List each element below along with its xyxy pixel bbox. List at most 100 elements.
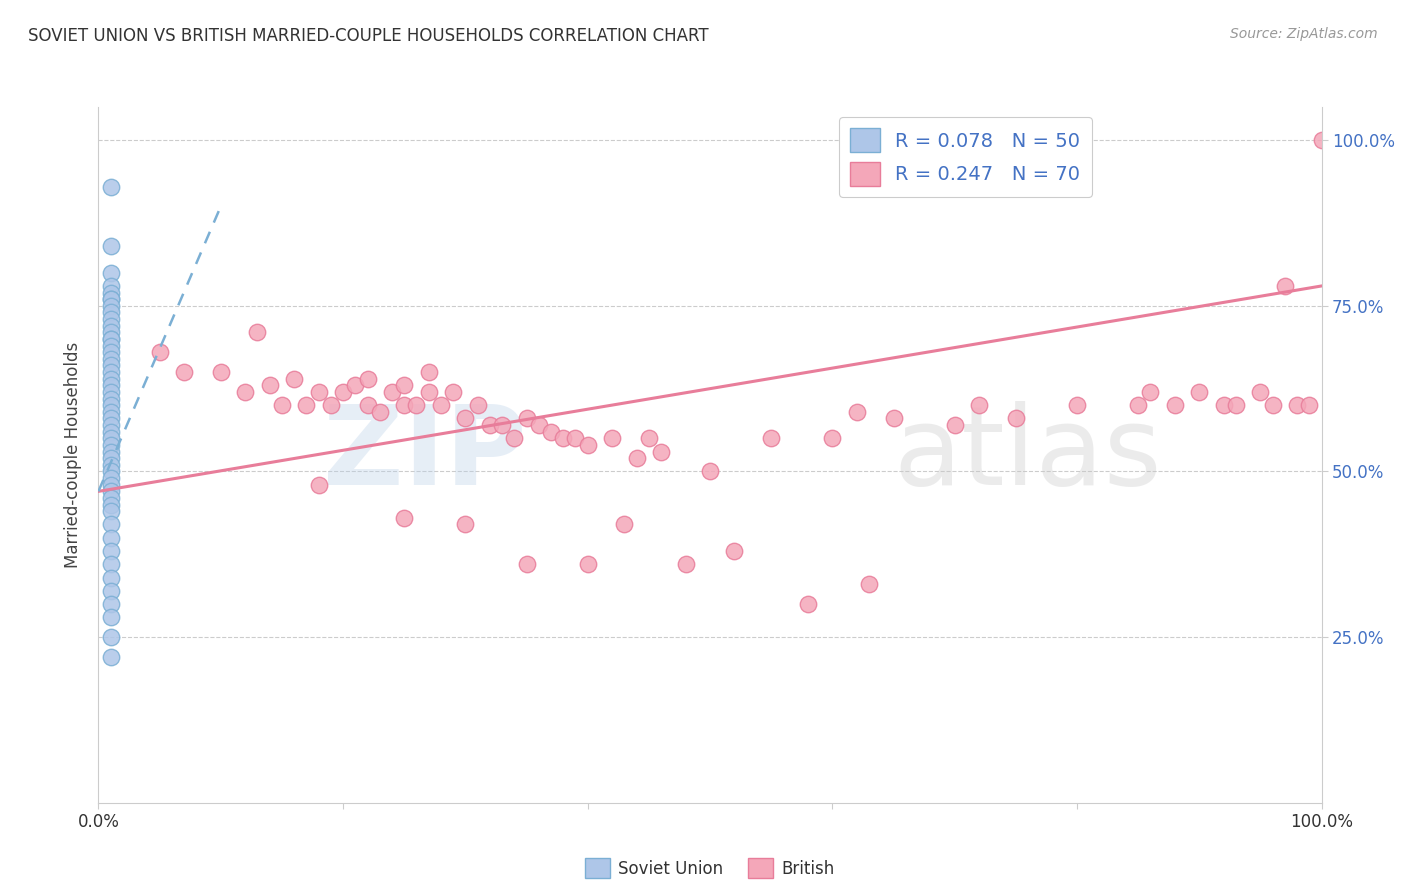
Point [883,411,905,425]
Point [319,398,342,412]
Point [527,418,550,433]
Point [626,451,648,466]
Point [540,425,562,439]
Point [100,597,122,611]
Point [173,365,195,379]
Point [454,517,477,532]
Point [564,431,586,445]
Point [100,431,122,445]
Point [295,398,318,412]
Point [100,318,122,333]
Point [100,405,122,419]
Point [100,239,122,253]
Point [100,326,122,340]
Point [100,378,122,392]
Point [761,431,783,445]
Point [100,570,122,584]
Text: ZIP: ZIP [323,401,526,508]
Point [1212,398,1234,412]
Point [100,384,122,399]
Point [553,431,575,445]
Point [418,365,440,379]
Point [503,431,526,445]
Point [356,398,378,412]
Point [100,444,122,458]
Point [332,384,354,399]
Point [100,484,122,499]
Point [100,359,122,373]
Point [100,266,122,280]
Point [100,531,122,545]
Point [576,438,599,452]
Point [381,384,404,399]
Point [699,465,721,479]
Point [100,345,122,359]
Point [100,351,122,366]
Point [1164,398,1187,412]
Point [233,384,256,399]
Point [1188,384,1211,399]
Text: Source: ZipAtlas.com: Source: ZipAtlas.com [1230,27,1378,41]
Point [100,610,122,624]
Point [967,398,990,412]
Point [100,458,122,472]
Point [308,384,330,399]
Point [600,431,623,445]
Point [100,299,122,313]
Point [858,577,880,591]
Point [100,465,122,479]
Point [515,558,537,572]
Point [246,326,269,340]
Point [100,438,122,452]
Text: atlas: atlas [894,401,1161,508]
Point [270,398,294,412]
Point [454,411,477,425]
Point [368,405,391,419]
Point [100,477,122,491]
Point [100,471,122,485]
Point [259,378,281,392]
Point [344,378,367,392]
Point [100,583,122,598]
Point [1286,398,1309,412]
Point [100,292,122,306]
Point [675,558,697,572]
Point [100,332,122,346]
Point [392,398,416,412]
Point [100,332,122,346]
Point [515,411,537,425]
Text: SOVIET UNION VS BRITISH MARRIED-COUPLE HOUSEHOLDS CORRELATION CHART: SOVIET UNION VS BRITISH MARRIED-COUPLE H… [28,27,709,45]
Point [845,405,868,419]
Point [100,285,122,300]
Point [209,365,232,379]
Point [149,345,172,359]
Point [100,365,122,379]
Point [100,491,122,505]
Point [100,451,122,466]
Point [467,398,489,412]
Point [100,630,122,644]
Point [650,444,672,458]
Point [430,398,453,412]
Point [100,411,122,425]
Point [1249,384,1271,399]
Point [100,312,122,326]
Point [283,372,305,386]
Point [392,378,416,392]
Point [308,477,330,491]
Point [100,517,122,532]
Point [100,338,122,352]
Point [418,384,440,399]
Point [100,372,122,386]
Point [478,418,501,433]
Point [797,597,820,611]
Point [1310,133,1333,147]
Point [723,544,745,558]
Point [491,418,513,433]
Point [100,544,122,558]
Point [638,431,661,445]
Point [356,372,378,386]
Point [1139,384,1161,399]
Point [100,305,122,319]
Point [613,517,636,532]
